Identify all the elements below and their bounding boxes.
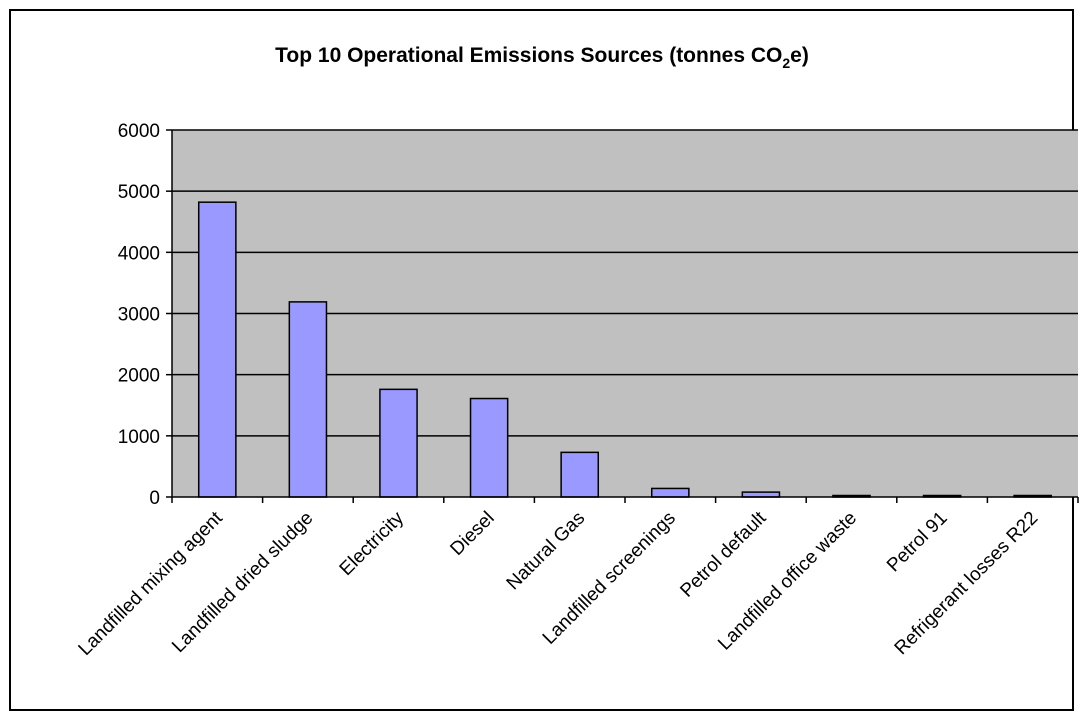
y-tick-label: 1000 <box>118 427 160 448</box>
bar <box>379 388 418 498</box>
bar <box>560 451 600 498</box>
bar <box>288 301 328 498</box>
y-tick-label: 5000 <box>118 182 160 203</box>
axes <box>166 129 1079 503</box>
x-tick-label: Natural Gas <box>503 508 590 595</box>
x-tick-label: Landfilled mixing agent <box>75 507 228 660</box>
x-tick-label: Petrol default <box>676 507 771 602</box>
bar <box>197 201 237 498</box>
x-tick-label: Petrol 91 <box>883 508 952 577</box>
bar <box>650 487 690 498</box>
y-tick-label: 3000 <box>118 305 160 326</box>
y-tick-label: 2000 <box>118 366 160 387</box>
chart-title: Top 10 Operational Emissions Sources (to… <box>275 44 809 71</box>
x-tick-label: Electricity <box>336 507 409 580</box>
y-tick-label: 4000 <box>118 243 160 264</box>
y-tick-labels: 0 1000 2000 3000 4000 5000 6000 <box>118 121 160 509</box>
y-tick-label: 0 <box>149 488 160 509</box>
bar <box>469 397 509 498</box>
y-tick-label: 6000 <box>118 121 160 142</box>
x-tick-label: Diesel <box>446 508 498 560</box>
